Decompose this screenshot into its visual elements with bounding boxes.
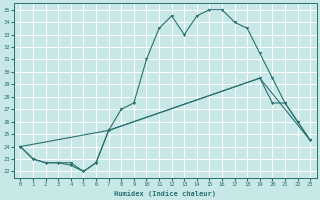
X-axis label: Humidex (Indice chaleur): Humidex (Indice chaleur) bbox=[114, 190, 216, 197]
